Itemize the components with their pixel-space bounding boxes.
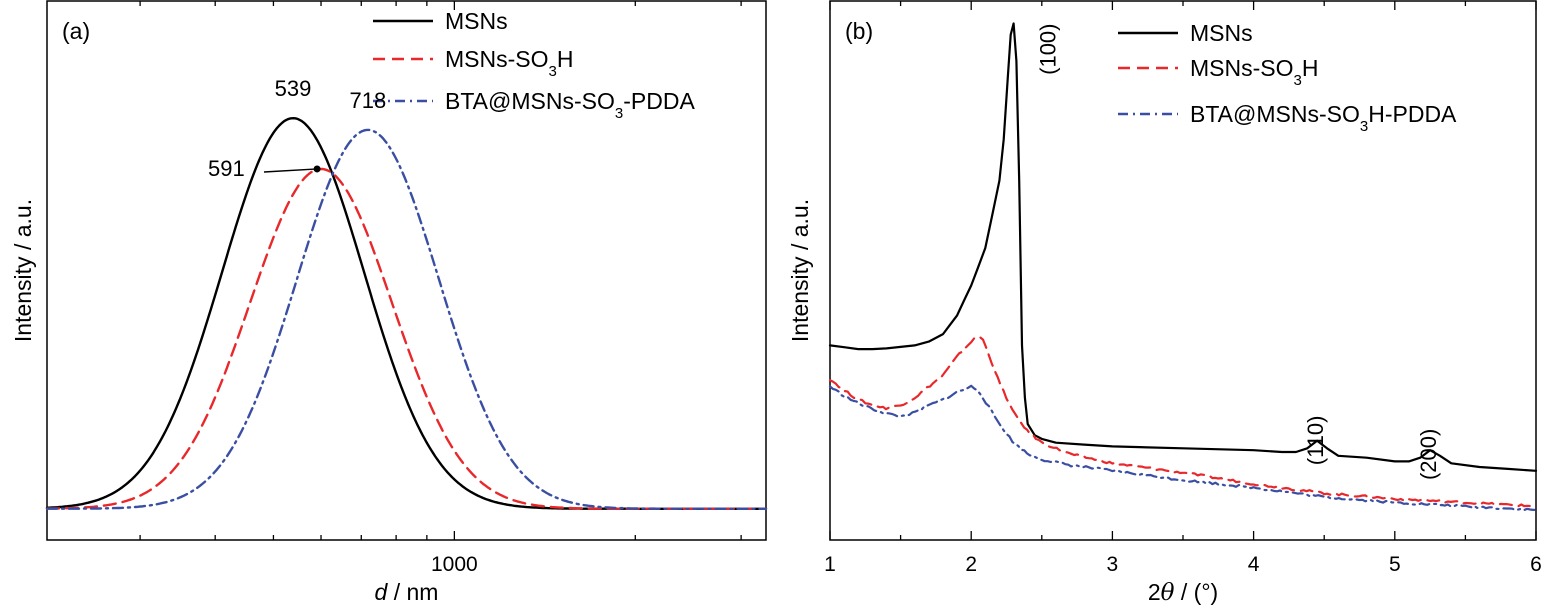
x-axis-label-a: d / nm [375, 579, 439, 605]
x-tick-label-a-0: 1000 [431, 553, 478, 576]
peak-label-b-1: (110) [1303, 416, 1328, 466]
peak-label-b-0: (100) [1035, 24, 1060, 75]
panel-label-a: (a) [62, 18, 90, 44]
annotation-arrowhead-a [313, 165, 321, 173]
peak-label-a-0: 539 [275, 76, 312, 101]
x-axis-label-b: 2θ / (°) [1148, 579, 1218, 606]
series-line-a-1 [45, 167, 768, 510]
series-line-b-1 [828, 335, 1538, 508]
peak-label-b-2: (200) [1416, 429, 1441, 480]
legend-entry-a-2: BTA@MSNs-SO3-PDDA [445, 88, 695, 122]
series-line-b-2 [828, 384, 1538, 512]
panel-label-b: (b) [845, 18, 873, 44]
plot-frame-a [46, 0, 767, 541]
chart-panel-a: 1000 d / nm Intensity / a.u. (a) MSNs MSNs-SO… [10, 0, 768, 605]
y-axis-label-a: Intensity / a.u. [10, 199, 36, 342]
legend-entry-b-0: MSNs [1190, 20, 1253, 46]
annotation-arrow-a [263, 168, 318, 173]
x-tick-label-b-5: 6 [1530, 553, 1542, 576]
x-tick-label-b-1: 2 [965, 553, 977, 576]
x-tick-label-b-3: 4 [1248, 553, 1260, 576]
series-line-a-0 [45, 117, 768, 510]
x-tick-label-b-0: 1 [824, 553, 836, 576]
x-tick-label-b-4: 5 [1389, 553, 1401, 576]
legend-entry-a-0: MSNs [445, 8, 508, 34]
peak-label-a-1: 718 [350, 88, 387, 113]
legend-entry-b-1: MSNs-SO3H [1190, 55, 1318, 89]
series-line-a-2 [45, 128, 768, 510]
series-line-b-0 [828, 22, 1538, 472]
legend-entry-a-1: MSNs-SO3H [445, 46, 573, 80]
x-tick-label-b-2: 3 [1107, 553, 1119, 576]
y-axis-label-b: Intensity / a.u. [787, 199, 813, 342]
chart-panel-b: 1 2 3 4 5 6 2θ / (°) Intensity / a.u. (b) MSNs MSN… [787, 0, 1542, 606]
peak-label-a-2: 591 [208, 156, 245, 181]
legend-entry-b-2: BTA@MSNs-SO3H-PDDA [1190, 101, 1457, 135]
